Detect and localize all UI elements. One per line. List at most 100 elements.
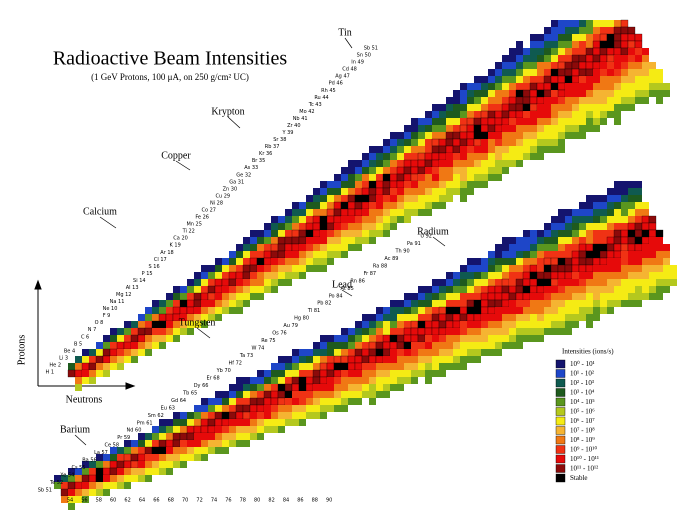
cell (516, 146, 523, 153)
cell (572, 104, 579, 111)
cell (418, 342, 425, 349)
cell (396, 166, 405, 175)
cell (459, 131, 468, 140)
cell (362, 216, 369, 223)
cell (383, 139, 390, 146)
cell (572, 223, 579, 230)
cell (600, 265, 607, 272)
cell (117, 447, 124, 454)
cell (264, 230, 271, 237)
cell (529, 96, 538, 105)
cell (452, 145, 461, 154)
neutron-number: 70 (182, 498, 188, 504)
cell (453, 286, 460, 293)
cell (614, 300, 621, 307)
cell (579, 272, 586, 279)
isotope-label: Mg 12 (116, 292, 131, 298)
cell (299, 202, 306, 209)
cell (536, 278, 545, 287)
cell (523, 251, 530, 258)
cell (593, 202, 600, 209)
cell (431, 159, 440, 168)
cell (404, 202, 411, 209)
cell (222, 286, 229, 293)
cell (488, 97, 495, 104)
cell (460, 118, 467, 125)
isotope-label: Zr 40 (287, 123, 300, 129)
cell (585, 264, 594, 273)
cell (467, 97, 474, 104)
cell (383, 209, 390, 216)
cell (354, 348, 363, 357)
cell (159, 468, 166, 475)
cell (438, 145, 447, 154)
legend-label: 10⁵ - 10⁶ (570, 408, 595, 416)
cell (397, 209, 404, 216)
cell (551, 132, 558, 139)
cell (320, 356, 327, 363)
cell (481, 167, 488, 174)
isotope-label: N 7 (88, 327, 97, 333)
neutron-number: 78 (240, 498, 246, 504)
cell (159, 307, 166, 314)
cell (109, 467, 118, 476)
cell (215, 440, 222, 447)
cell (327, 195, 334, 202)
cell (201, 265, 208, 272)
cell (431, 138, 440, 147)
cell (425, 300, 432, 307)
cell (537, 125, 544, 132)
cell (348, 342, 355, 349)
cell (578, 250, 587, 259)
cell (313, 405, 320, 412)
cell (341, 216, 348, 223)
cell (292, 202, 299, 209)
cell (82, 468, 89, 475)
cell (404, 321, 411, 328)
cell (271, 237, 278, 244)
cell (124, 447, 131, 454)
cell (439, 363, 446, 370)
cell (599, 257, 608, 266)
cell (54, 482, 61, 489)
cell (502, 307, 509, 314)
cell (551, 125, 558, 132)
cell (642, 279, 649, 286)
cell (243, 384, 250, 391)
cell (320, 384, 327, 391)
cell (222, 265, 229, 272)
cell (453, 335, 460, 342)
cell (124, 356, 131, 363)
cell (445, 306, 454, 315)
cell (495, 146, 502, 153)
cell (341, 230, 348, 237)
cell (593, 104, 600, 111)
cell (355, 342, 362, 349)
cell (229, 426, 236, 433)
cell (138, 468, 145, 475)
cell (460, 363, 467, 370)
cell (382, 187, 391, 196)
cell (614, 265, 621, 272)
cell (635, 62, 642, 69)
cell (334, 251, 341, 258)
cell (523, 258, 530, 265)
cell (341, 349, 348, 356)
cell (551, 321, 558, 328)
cell (585, 257, 594, 266)
cell (530, 139, 537, 146)
legend-swatch (555, 473, 566, 483)
cell (474, 174, 481, 181)
cell (530, 258, 537, 265)
cell (495, 251, 502, 258)
cell (369, 153, 376, 160)
cell (341, 195, 348, 202)
cell (600, 300, 607, 307)
cell (635, 76, 642, 83)
cell (585, 250, 594, 259)
cell (600, 209, 607, 216)
cell (285, 363, 292, 370)
cell (481, 97, 488, 104)
cell (306, 363, 313, 370)
cell (614, 118, 621, 125)
